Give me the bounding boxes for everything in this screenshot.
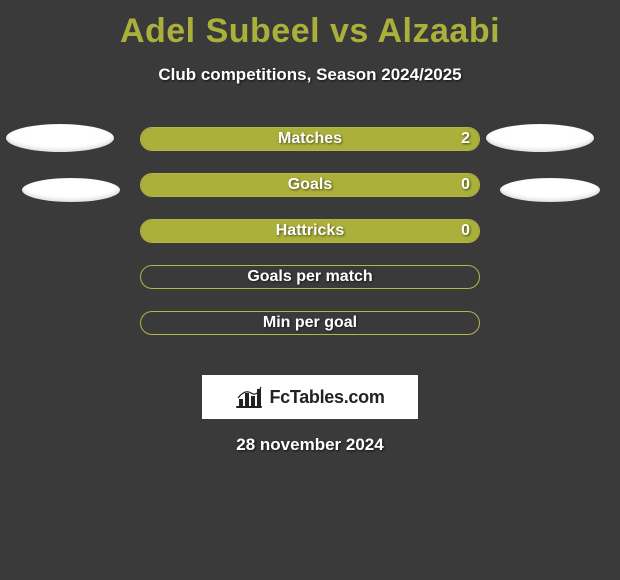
bar-track (140, 173, 480, 197)
brand-logo[interactable]: FcTables.com (202, 375, 418, 419)
bar-chart-icon (235, 385, 263, 409)
player-marker-right (500, 178, 600, 202)
bar-fill-left (141, 128, 310, 150)
bar-fill-right (310, 174, 479, 196)
bar-track (140, 127, 480, 151)
stat-row: Hattricks0 (0, 219, 620, 265)
bar-fill-right (310, 128, 479, 150)
subtitle: Club competitions, Season 2024/2025 (0, 65, 620, 85)
comparison-chart: Matches2Goals0Hattricks0Goals per matchM… (0, 127, 620, 357)
bar-track (140, 219, 480, 243)
stat-value-right: 2 (461, 127, 470, 151)
bar-track (140, 265, 480, 289)
date-label: 28 november 2024 (0, 435, 620, 455)
brand-name: FcTables.com (269, 387, 384, 408)
bar-fill-right (141, 220, 479, 242)
bar-fill-left (141, 174, 310, 196)
stat-value-right: 0 (461, 219, 470, 243)
player-marker-right (486, 124, 594, 152)
player-marker-left (6, 124, 114, 152)
player-marker-left (22, 178, 120, 202)
stat-row: Goals per match (0, 265, 620, 311)
stat-value-right: 0 (461, 173, 470, 197)
stat-row: Min per goal (0, 311, 620, 357)
bar-track (140, 311, 480, 335)
page-title: Adel Subeel vs Alzaabi (0, 0, 620, 51)
